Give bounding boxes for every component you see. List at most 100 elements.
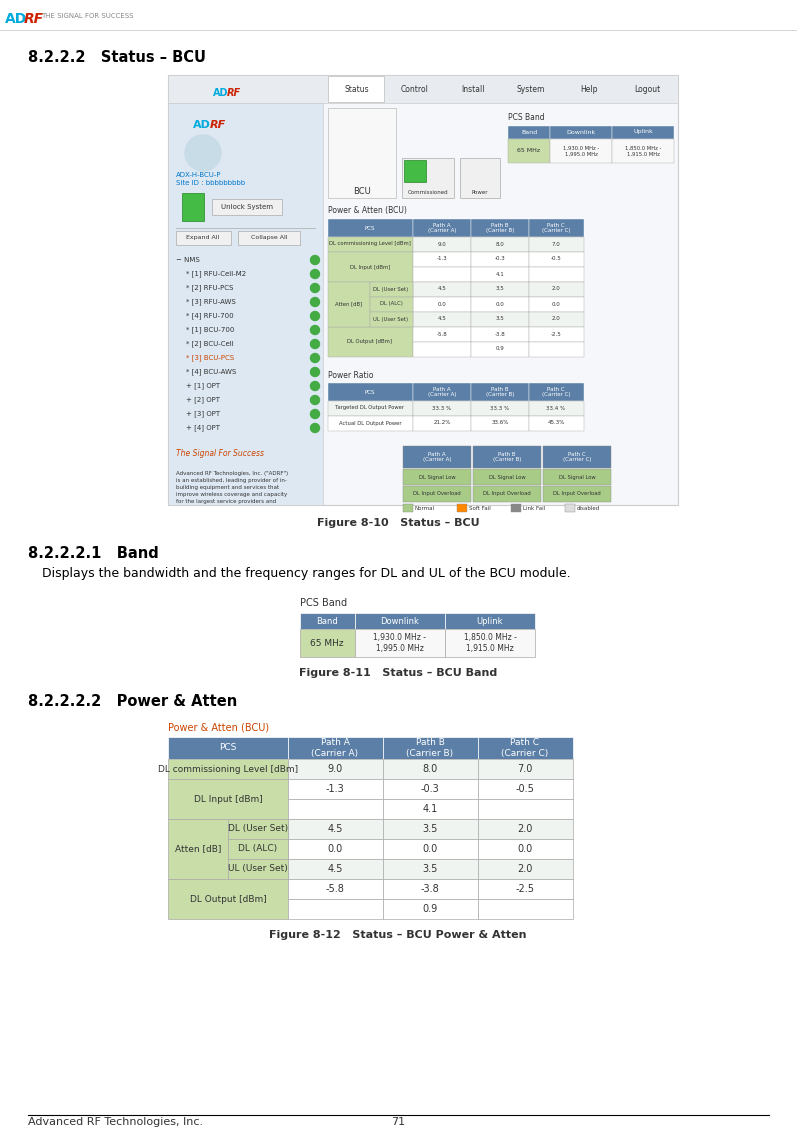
Text: -3.8: -3.8 — [421, 884, 439, 893]
Bar — [550, 139, 612, 163]
Text: Control: Control — [401, 85, 429, 94]
Text: Path C
(Carrier C): Path C (Carrier C) — [563, 451, 591, 463]
Text: Uplink: Uplink — [633, 130, 653, 135]
Bar — [288, 839, 383, 860]
Bar — [238, 231, 300, 245]
Text: * [1] BCU-700: * [1] BCU-700 — [186, 327, 234, 334]
Bar — [404, 159, 426, 182]
Text: 3.5: 3.5 — [496, 286, 505, 292]
Bar — [383, 737, 478, 759]
Text: 2.0: 2.0 — [552, 286, 560, 292]
Text: Advanced RF Technologies, Inc. ("ADRF")
is an established, leading provider of i: Advanced RF Technologies, Inc. ("ADRF") … — [176, 470, 289, 504]
Bar — [413, 383, 471, 402]
Bar — [471, 383, 529, 402]
Bar — [383, 839, 478, 860]
Bar — [529, 252, 584, 267]
Text: * [4] BCU-AWS: * [4] BCU-AWS — [186, 369, 236, 375]
Bar — [403, 469, 471, 485]
Text: 8.2.2.2.2   Power & Atten: 8.2.2.2.2 Power & Atten — [28, 693, 238, 708]
Text: * [2] BCU-Cell: * [2] BCU-Cell — [186, 340, 234, 347]
Circle shape — [311, 256, 320, 265]
Bar — [511, 504, 521, 512]
Circle shape — [311, 269, 320, 278]
Bar — [478, 759, 573, 779]
Bar — [529, 219, 584, 238]
Text: 4.5: 4.5 — [328, 864, 343, 874]
Text: PCS Band: PCS Band — [508, 113, 544, 122]
Bar — [529, 402, 584, 416]
Text: THE SIGNAL FOR SUCCESS: THE SIGNAL FOR SUCCESS — [41, 12, 134, 19]
Bar — [529, 383, 584, 402]
Circle shape — [311, 297, 320, 307]
Bar — [478, 779, 573, 798]
Text: 0.0: 0.0 — [328, 844, 343, 854]
Text: 0.0: 0.0 — [422, 844, 438, 854]
Text: PCS: PCS — [365, 389, 375, 395]
Bar — [168, 75, 678, 103]
Circle shape — [311, 409, 320, 418]
Text: Logout: Logout — [634, 85, 660, 94]
Text: 4.5: 4.5 — [438, 317, 446, 321]
Text: 4.1: 4.1 — [422, 804, 438, 814]
Text: Path A
(Carrier A): Path A (Carrier A) — [422, 451, 451, 463]
Text: 8.2.2.2.1   Band: 8.2.2.2.1 Band — [28, 545, 159, 561]
Bar — [529, 297, 584, 312]
Bar — [228, 860, 288, 879]
Text: BCU: BCU — [353, 187, 371, 196]
Bar — [413, 267, 471, 282]
Bar — [328, 327, 413, 357]
Text: 65 MHz: 65 MHz — [517, 148, 540, 154]
Text: System: System — [516, 85, 545, 94]
Text: 0.0: 0.0 — [552, 302, 560, 307]
Text: 2.0: 2.0 — [517, 824, 532, 834]
Text: 7.0: 7.0 — [517, 765, 532, 774]
Bar — [370, 297, 413, 312]
Bar — [565, 504, 575, 512]
Bar — [478, 819, 573, 839]
Bar — [460, 158, 500, 198]
Bar — [529, 282, 584, 297]
Text: 1,850.0 MHz -
1,915.0 MHz: 1,850.0 MHz - 1,915.0 MHz — [625, 146, 662, 156]
Bar — [370, 282, 413, 297]
Text: Soft Fail: Soft Fail — [469, 506, 491, 510]
Text: -0.3: -0.3 — [421, 784, 439, 794]
Bar — [383, 779, 478, 798]
Text: 33.3 %: 33.3 % — [490, 406, 509, 411]
Text: Normal: Normal — [415, 506, 435, 510]
Text: * [3] BCU-PCS: * [3] BCU-PCS — [186, 355, 234, 362]
Text: -2.5: -2.5 — [516, 884, 535, 893]
Bar — [471, 219, 529, 238]
Bar — [328, 282, 370, 327]
Text: -1.3: -1.3 — [326, 784, 344, 794]
Text: Power & Atten (BCU): Power & Atten (BCU) — [328, 207, 407, 216]
Text: 1,850.0 MHz -
1,915.0 MHz: 1,850.0 MHz - 1,915.0 MHz — [464, 632, 516, 654]
Text: Atten [dB]: Atten [dB] — [175, 845, 222, 854]
Bar — [300, 613, 355, 629]
Text: Band: Band — [316, 616, 338, 625]
Text: Downlink: Downlink — [380, 616, 419, 625]
Text: − NMS: − NMS — [176, 257, 200, 264]
Text: Path B
(Carrier B): Path B (Carrier B) — [493, 451, 521, 463]
Bar — [413, 416, 471, 431]
Text: Displays the bandwidth and the frequency ranges for DL and UL of the BCU module.: Displays the bandwidth and the frequency… — [42, 567, 571, 579]
Bar — [471, 297, 529, 312]
Bar — [543, 486, 611, 502]
Text: RF: RF — [24, 12, 44, 26]
Bar — [471, 238, 529, 252]
Bar — [473, 469, 541, 485]
Text: Path B
(Carrier B): Path B (Carrier B) — [406, 737, 453, 758]
Bar — [288, 879, 383, 899]
Text: Band: Band — [521, 130, 537, 135]
Text: UL (User Set): UL (User Set) — [228, 864, 288, 873]
Bar — [383, 819, 478, 839]
Bar — [328, 238, 413, 252]
Text: disabled: disabled — [577, 506, 600, 510]
Text: 7.0: 7.0 — [552, 242, 560, 247]
Text: -5.8: -5.8 — [437, 331, 447, 337]
Text: DL (ALC): DL (ALC) — [379, 302, 402, 307]
Bar — [413, 282, 471, 297]
Bar — [612, 139, 674, 163]
Text: 3.5: 3.5 — [422, 824, 438, 834]
Text: 4.1: 4.1 — [496, 271, 505, 276]
Bar — [403, 446, 471, 468]
